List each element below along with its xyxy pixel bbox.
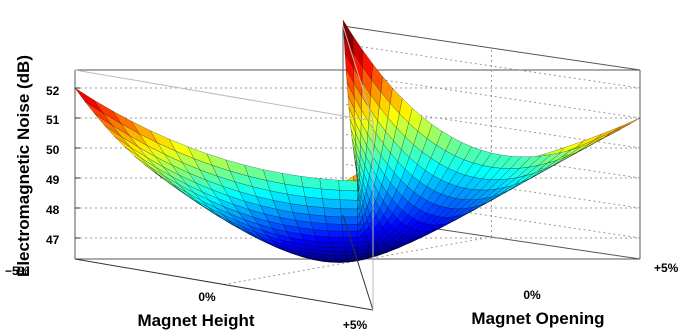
surface-patch	[382, 220, 392, 233]
surface-patch	[425, 203, 441, 216]
surface-patch	[593, 125, 622, 141]
surface-patch	[352, 34, 364, 68]
x-tick-plus5: +5%	[343, 318, 368, 332]
x-tick-0: 0%	[198, 290, 216, 304]
z-tick-50: 50	[46, 143, 60, 157]
surface-patch	[339, 199, 358, 210]
z-tick-49: 49	[46, 173, 60, 187]
box-edge	[342, 214, 374, 311]
z-tick-48: 48	[46, 203, 60, 217]
surface-patch	[337, 261, 350, 263]
surface-patch	[363, 219, 370, 232]
surface-patch	[330, 242, 346, 249]
surface-patch	[355, 151, 361, 172]
surface-patch	[380, 143, 391, 166]
surface-patch	[362, 49, 373, 81]
box-edge	[342, 25, 641, 71]
surface-patch	[338, 179, 358, 192]
surface-patch	[359, 163, 365, 182]
surface-patch	[326, 223, 343, 232]
surface-patch	[343, 242, 358, 249]
axis-box-front	[74, 25, 374, 311]
z-axis-label: Electromagnetic Noise (dB)	[14, 55, 33, 277]
surface-patch	[332, 251, 347, 256]
surface-patch	[420, 186, 435, 202]
surface-patch	[375, 208, 384, 223]
z-tick-52: 52	[46, 84, 60, 98]
grid-lines	[75, 43, 641, 285]
surface-patch	[327, 230, 344, 238]
surface-patch	[413, 181, 428, 198]
box-edge	[74, 69, 374, 122]
surface-patch	[421, 138, 437, 159]
surface-patch	[372, 200, 380, 216]
surface-patch	[328, 236, 345, 244]
x-tick-minus5: −5%	[5, 264, 30, 278]
surface-patch	[380, 75, 393, 104]
surface-patch	[323, 207, 342, 218]
surface-patch	[370, 79, 382, 108]
surface-patch	[401, 136, 414, 158]
z-tick-47: 47	[46, 233, 60, 247]
surface-patch	[322, 198, 341, 209]
surface-patch	[424, 157, 440, 176]
surface-patch	[387, 102, 400, 129]
surface-patch	[473, 165, 493, 180]
surface-patch	[395, 235, 408, 244]
y-tick-0: 0%	[523, 288, 541, 302]
surface-patch	[446, 198, 464, 210]
z-tick-51: 51	[46, 113, 60, 127]
surface-patch	[359, 144, 367, 166]
surface-patch	[436, 130, 453, 152]
surface-patch	[398, 225, 412, 236]
x-axis-label: Magnet Height	[137, 311, 254, 330]
surface-patch	[354, 96, 362, 123]
surface-patch	[491, 154, 512, 169]
surface-patch	[360, 133, 368, 157]
surface-patch	[378, 184, 388, 202]
surface-patch	[356, 173, 360, 190]
surface-patch	[320, 188, 341, 201]
surface-patch	[439, 196, 457, 209]
box-edge	[342, 25, 374, 122]
surface-patch	[393, 243, 406, 249]
surface-patch	[374, 132, 384, 157]
y-tick-plus5: +5%	[654, 261, 679, 275]
surface-patch	[361, 66, 372, 96]
surface-patch	[360, 121, 369, 147]
surface-patch	[319, 178, 340, 191]
surface-mesh	[74, 19, 641, 263]
surface-patch	[381, 174, 391, 193]
surface-patch	[341, 224, 358, 232]
surface-patch	[431, 206, 448, 217]
surface-patch	[324, 215, 343, 225]
surface-patch	[74, 87, 104, 114]
surface-patch	[439, 150, 456, 169]
surface-patch	[455, 188, 474, 200]
surface-patch	[334, 255, 348, 259]
surface-patch	[339, 190, 358, 201]
y-axis-label: Magnet Opening	[471, 309, 604, 328]
box-edge	[74, 258, 374, 311]
surface-patch	[331, 247, 346, 253]
